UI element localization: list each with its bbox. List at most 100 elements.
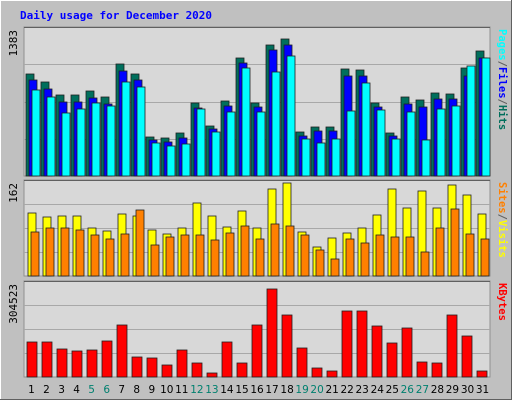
bar-pages (331, 138, 341, 177)
x-tick-label: 23 (356, 384, 369, 396)
legend-visits: Visits (496, 220, 508, 258)
x-tick-label: 7 (118, 384, 125, 396)
bar-pages (46, 96, 56, 177)
x-tick-label: 9 (148, 384, 155, 396)
bar-kbytes (26, 341, 38, 378)
bar-sites (90, 234, 100, 277)
bar-kbytes (41, 341, 53, 378)
bar-kbytes (341, 310, 353, 378)
bar-kbytes (101, 340, 113, 378)
x-tick-label: 4 (73, 384, 80, 396)
bar-kbytes (251, 324, 263, 378)
bar-kbytes (236, 362, 248, 378)
bar-kbytes (386, 342, 398, 378)
bar-sites (315, 249, 325, 277)
x-tick-label: 20 (310, 384, 323, 396)
x-tick-label: 31 (476, 384, 489, 396)
bar-kbytes (296, 347, 308, 378)
x-tick-label: 30 (461, 384, 474, 396)
bar-sites (240, 225, 250, 277)
bar-kbytes (311, 367, 323, 378)
bar-pages (226, 111, 236, 177)
bar-pages (346, 110, 356, 177)
bar-pages (211, 131, 221, 177)
x-tick-label: 15 (235, 384, 248, 396)
legend-sites: Sites (496, 182, 508, 214)
panel-legend: Sites/Visits (496, 182, 508, 258)
bar-kbytes (146, 357, 158, 378)
x-tick-label: 18 (280, 384, 293, 396)
bar-pages (256, 111, 266, 177)
x-tick-label: 28 (431, 384, 444, 396)
bar-pages (436, 108, 446, 177)
legend-separator: / (496, 99, 508, 105)
legend-files: Files (496, 67, 508, 99)
bar-pages (241, 67, 251, 177)
x-tick-label: 29 (446, 384, 459, 396)
bar-sites (360, 242, 370, 277)
bar-sites (405, 236, 415, 277)
x-tick-label: 13 (205, 384, 218, 396)
y-max-label: 304523 (7, 284, 20, 324)
bar-pages (271, 71, 281, 177)
bar-kbytes (86, 349, 98, 378)
bar-kbytes (416, 361, 428, 378)
x-tick-label: 22 (341, 384, 354, 396)
bar-kbytes (161, 364, 173, 378)
bar-pages (481, 57, 491, 177)
bar-pages (76, 108, 86, 177)
panel-kbytes: 304523 KBytes (7, 280, 508, 378)
legend-separator: / (496, 61, 508, 67)
bar-sites (105, 238, 115, 277)
bar-pages (406, 111, 416, 177)
bar-sites (420, 251, 430, 277)
x-tick-label: 5 (88, 384, 95, 396)
bar-sites (120, 233, 130, 277)
bar-kbytes (356, 310, 368, 378)
bar-sites (330, 258, 340, 277)
bar-pages (166, 145, 176, 177)
bar-pages (301, 138, 311, 177)
bar-sites (210, 239, 220, 277)
x-tick-label: 8 (133, 384, 140, 396)
bar-kbytes (461, 335, 473, 378)
panel-legend: KBytes (496, 283, 508, 321)
bar-pages (151, 142, 161, 177)
bar-pages (91, 102, 101, 177)
panel-sites-visits: 162 Sites/Visits (7, 179, 508, 277)
bar-kbytes (371, 325, 383, 378)
bar-sites (45, 227, 55, 277)
x-tick-label: 12 (190, 384, 203, 396)
bar-pages (316, 142, 326, 177)
y-max-label: 162 (7, 183, 20, 203)
bar-sites (195, 234, 205, 277)
bar-pages (466, 65, 476, 177)
bar-sites (30, 231, 40, 277)
legend-hits: Hits (496, 105, 508, 130)
bar-kbytes (131, 356, 143, 378)
bar-kbytes (281, 314, 293, 378)
bar-sites (435, 227, 445, 277)
bar-sites (60, 227, 70, 277)
bar-pages (106, 105, 116, 177)
x-tick-label: 14 (220, 384, 234, 396)
bar-sites (225, 232, 235, 277)
bar-kbytes (326, 370, 338, 378)
bar-pages (361, 82, 371, 177)
bar-kbytes (56, 348, 68, 378)
bar-pages (121, 81, 131, 177)
bar-pages (376, 109, 386, 177)
bar-kbytes (176, 349, 188, 378)
bar-sites (150, 244, 160, 277)
bar-sites (300, 234, 310, 277)
bar-sites (465, 233, 475, 277)
bar-kbytes (71, 350, 83, 378)
bar-pages (196, 108, 206, 177)
bar-pages (286, 55, 296, 177)
panel-legend: Pages/Files/Hits (496, 29, 508, 130)
x-tick-label: 10 (160, 384, 173, 396)
bar-kbytes (221, 341, 233, 378)
x-tick-label: 19 (295, 384, 308, 396)
x-tick-label: 26 (401, 384, 415, 396)
